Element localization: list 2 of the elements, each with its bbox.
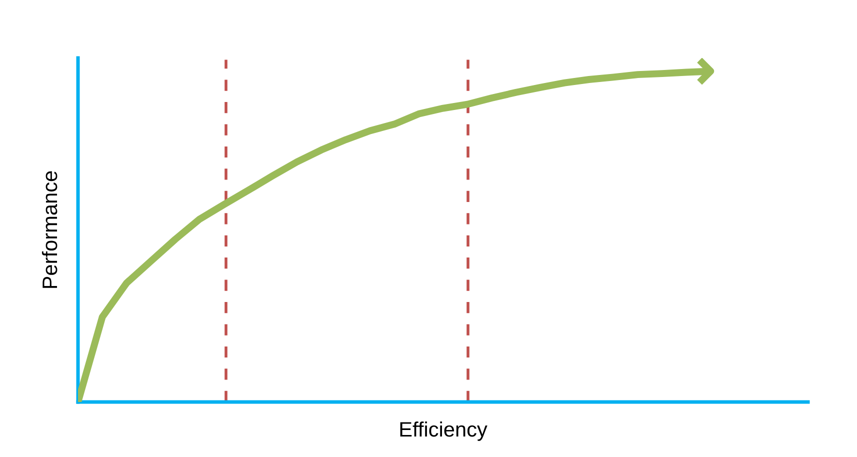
y-axis-title: Performance bbox=[42, 171, 58, 288]
x-axis-title: Efficiency bbox=[400, 421, 488, 441]
